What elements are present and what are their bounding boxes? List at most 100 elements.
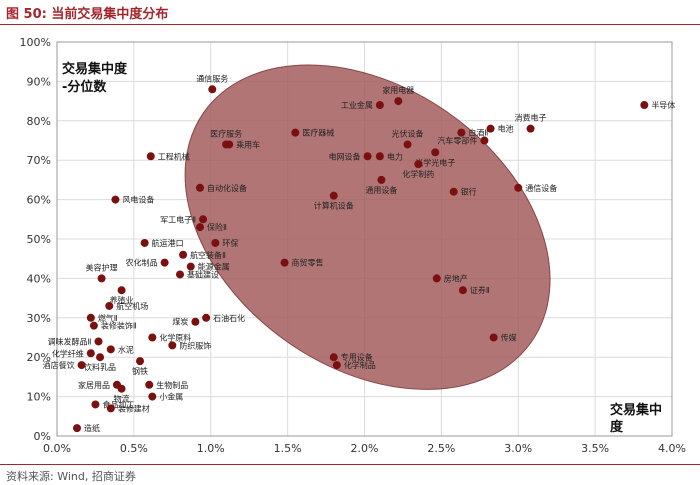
point-label: 农化制品 [126, 258, 158, 268]
data-point [77, 361, 86, 370]
data-point [640, 101, 649, 110]
x-tick-label: 0.0% [43, 442, 71, 455]
data-point [105, 301, 114, 310]
data-point [394, 97, 403, 106]
source-note: 资料来源: Wind, 招商证券 [6, 470, 136, 483]
point-label: 乘用车 [236, 139, 260, 149]
data-point [332, 361, 341, 370]
data-point [117, 384, 126, 393]
point-label: 工程机械 [158, 151, 190, 161]
data-point [208, 85, 217, 94]
point-label: 调味发酵品Ⅱ [48, 336, 92, 346]
x-axis-title: 交易集中 [610, 402, 662, 418]
scatter-chart: 0% 10% 20% 30% 40% 50% 60% 70% 80% 90% 100% 0.0% 0.5… [20, 36, 686, 455]
y-tick-label: 90% [27, 75, 51, 88]
axis-ticks: 0% 10% 20% 30% 40% 50% 60% 70% 80% 90% 100% 0.0% 0.5… [20, 36, 686, 455]
point-label: 养殖业 [110, 295, 134, 305]
data-point [526, 124, 535, 133]
y-tick-label: 100% [20, 36, 51, 49]
point-label: 小金属 [159, 392, 183, 402]
data-point [97, 274, 106, 283]
data-point [145, 380, 154, 389]
data-point [179, 250, 188, 259]
y-tick-label: 60% [27, 194, 51, 207]
data-point [211, 238, 220, 247]
point-label: 燃气Ⅱ [98, 313, 118, 323]
data-point [117, 286, 126, 295]
data-point [280, 258, 289, 267]
point-label: 光学光电子 [415, 157, 455, 167]
data-point [329, 353, 338, 362]
point-label: 工业金属 [341, 100, 373, 110]
source-rule [0, 464, 700, 465]
y-axis-title: 交易集中度 [62, 61, 128, 77]
point-label: 酒店餐饮 [43, 360, 75, 370]
x-tick-label: 1.5% [274, 442, 302, 455]
point-label: 白酒Ⅱ [468, 128, 488, 138]
point-label: 房地产 [444, 273, 468, 283]
point-label: 煤炭 [172, 317, 188, 327]
point-label: 物流 [114, 394, 130, 404]
y-tick-label: 30% [27, 312, 51, 325]
data-point [160, 258, 169, 267]
data-point [375, 152, 384, 161]
data-point [86, 349, 95, 358]
point-label: 家居用品 [78, 380, 110, 390]
data-point [140, 238, 149, 247]
highlight-ellipse [184, 64, 551, 390]
point-label: 医疗器械 [302, 128, 334, 138]
data-point [89, 321, 98, 330]
point-label: 航空机场 [116, 301, 148, 311]
point-label: 化学纤维 [52, 348, 84, 358]
data-point [106, 404, 115, 413]
data-point [431, 148, 440, 157]
y-tick-label: 50% [27, 233, 51, 246]
point-label: 装修装饰Ⅱ [101, 321, 137, 331]
data-point [96, 353, 105, 362]
point-label: 美容护理 [86, 262, 118, 272]
point-label: 食品加工 [102, 399, 134, 409]
point-label: 传媒 [501, 333, 517, 343]
data-point [195, 223, 204, 232]
x-tick-label: 0.5% [120, 442, 148, 455]
point-label: 通信服务 [196, 73, 228, 83]
point-label: 电池 [498, 124, 514, 134]
x-tick-label: 3.5% [581, 442, 609, 455]
plot-border [56, 41, 673, 437]
figure-title: 图 50: 当前交易集中度分布 [6, 7, 169, 22]
y-tick-label: 10% [27, 391, 51, 404]
point-label: 通用设备 [365, 185, 397, 195]
y-tick-label: 80% [27, 115, 51, 128]
x-tick-label: 2.0% [351, 442, 379, 455]
point-label: 航空装备Ⅱ [190, 250, 226, 260]
data-point [72, 424, 81, 433]
point-label: 防织服饰 [179, 340, 211, 350]
y-tick-label: 40% [27, 272, 51, 285]
point-label: 钢铁 [132, 366, 148, 376]
data-point [94, 337, 103, 346]
data-point [168, 341, 177, 350]
data-point [457, 128, 466, 137]
data-point [91, 400, 100, 409]
point-label: 化学制品 [344, 360, 376, 370]
point-label: 水泥 [118, 344, 134, 354]
point-label: 饮料乳品 [84, 362, 116, 372]
data-point [432, 274, 441, 283]
point-label: 化学制药 [402, 169, 434, 179]
data-point [191, 317, 200, 326]
x-tick-label: 3.0% [504, 442, 532, 455]
data-point [176, 270, 184, 279]
data-point [414, 160, 423, 169]
data-point [403, 140, 412, 149]
point-label: 自动化设备 [207, 183, 247, 193]
point-label: 军工电子Ⅱ [160, 214, 196, 224]
point-label: 能源金属 [198, 262, 230, 272]
point-label: 半导体 [651, 100, 675, 110]
data-point [458, 286, 467, 295]
y-axis-title: -分位数 [62, 79, 107, 95]
point-label: 消费电子 [515, 113, 547, 123]
y-tick-label: 70% [27, 154, 51, 167]
point-label: 风电设备 [122, 195, 154, 205]
data-point [291, 128, 300, 137]
